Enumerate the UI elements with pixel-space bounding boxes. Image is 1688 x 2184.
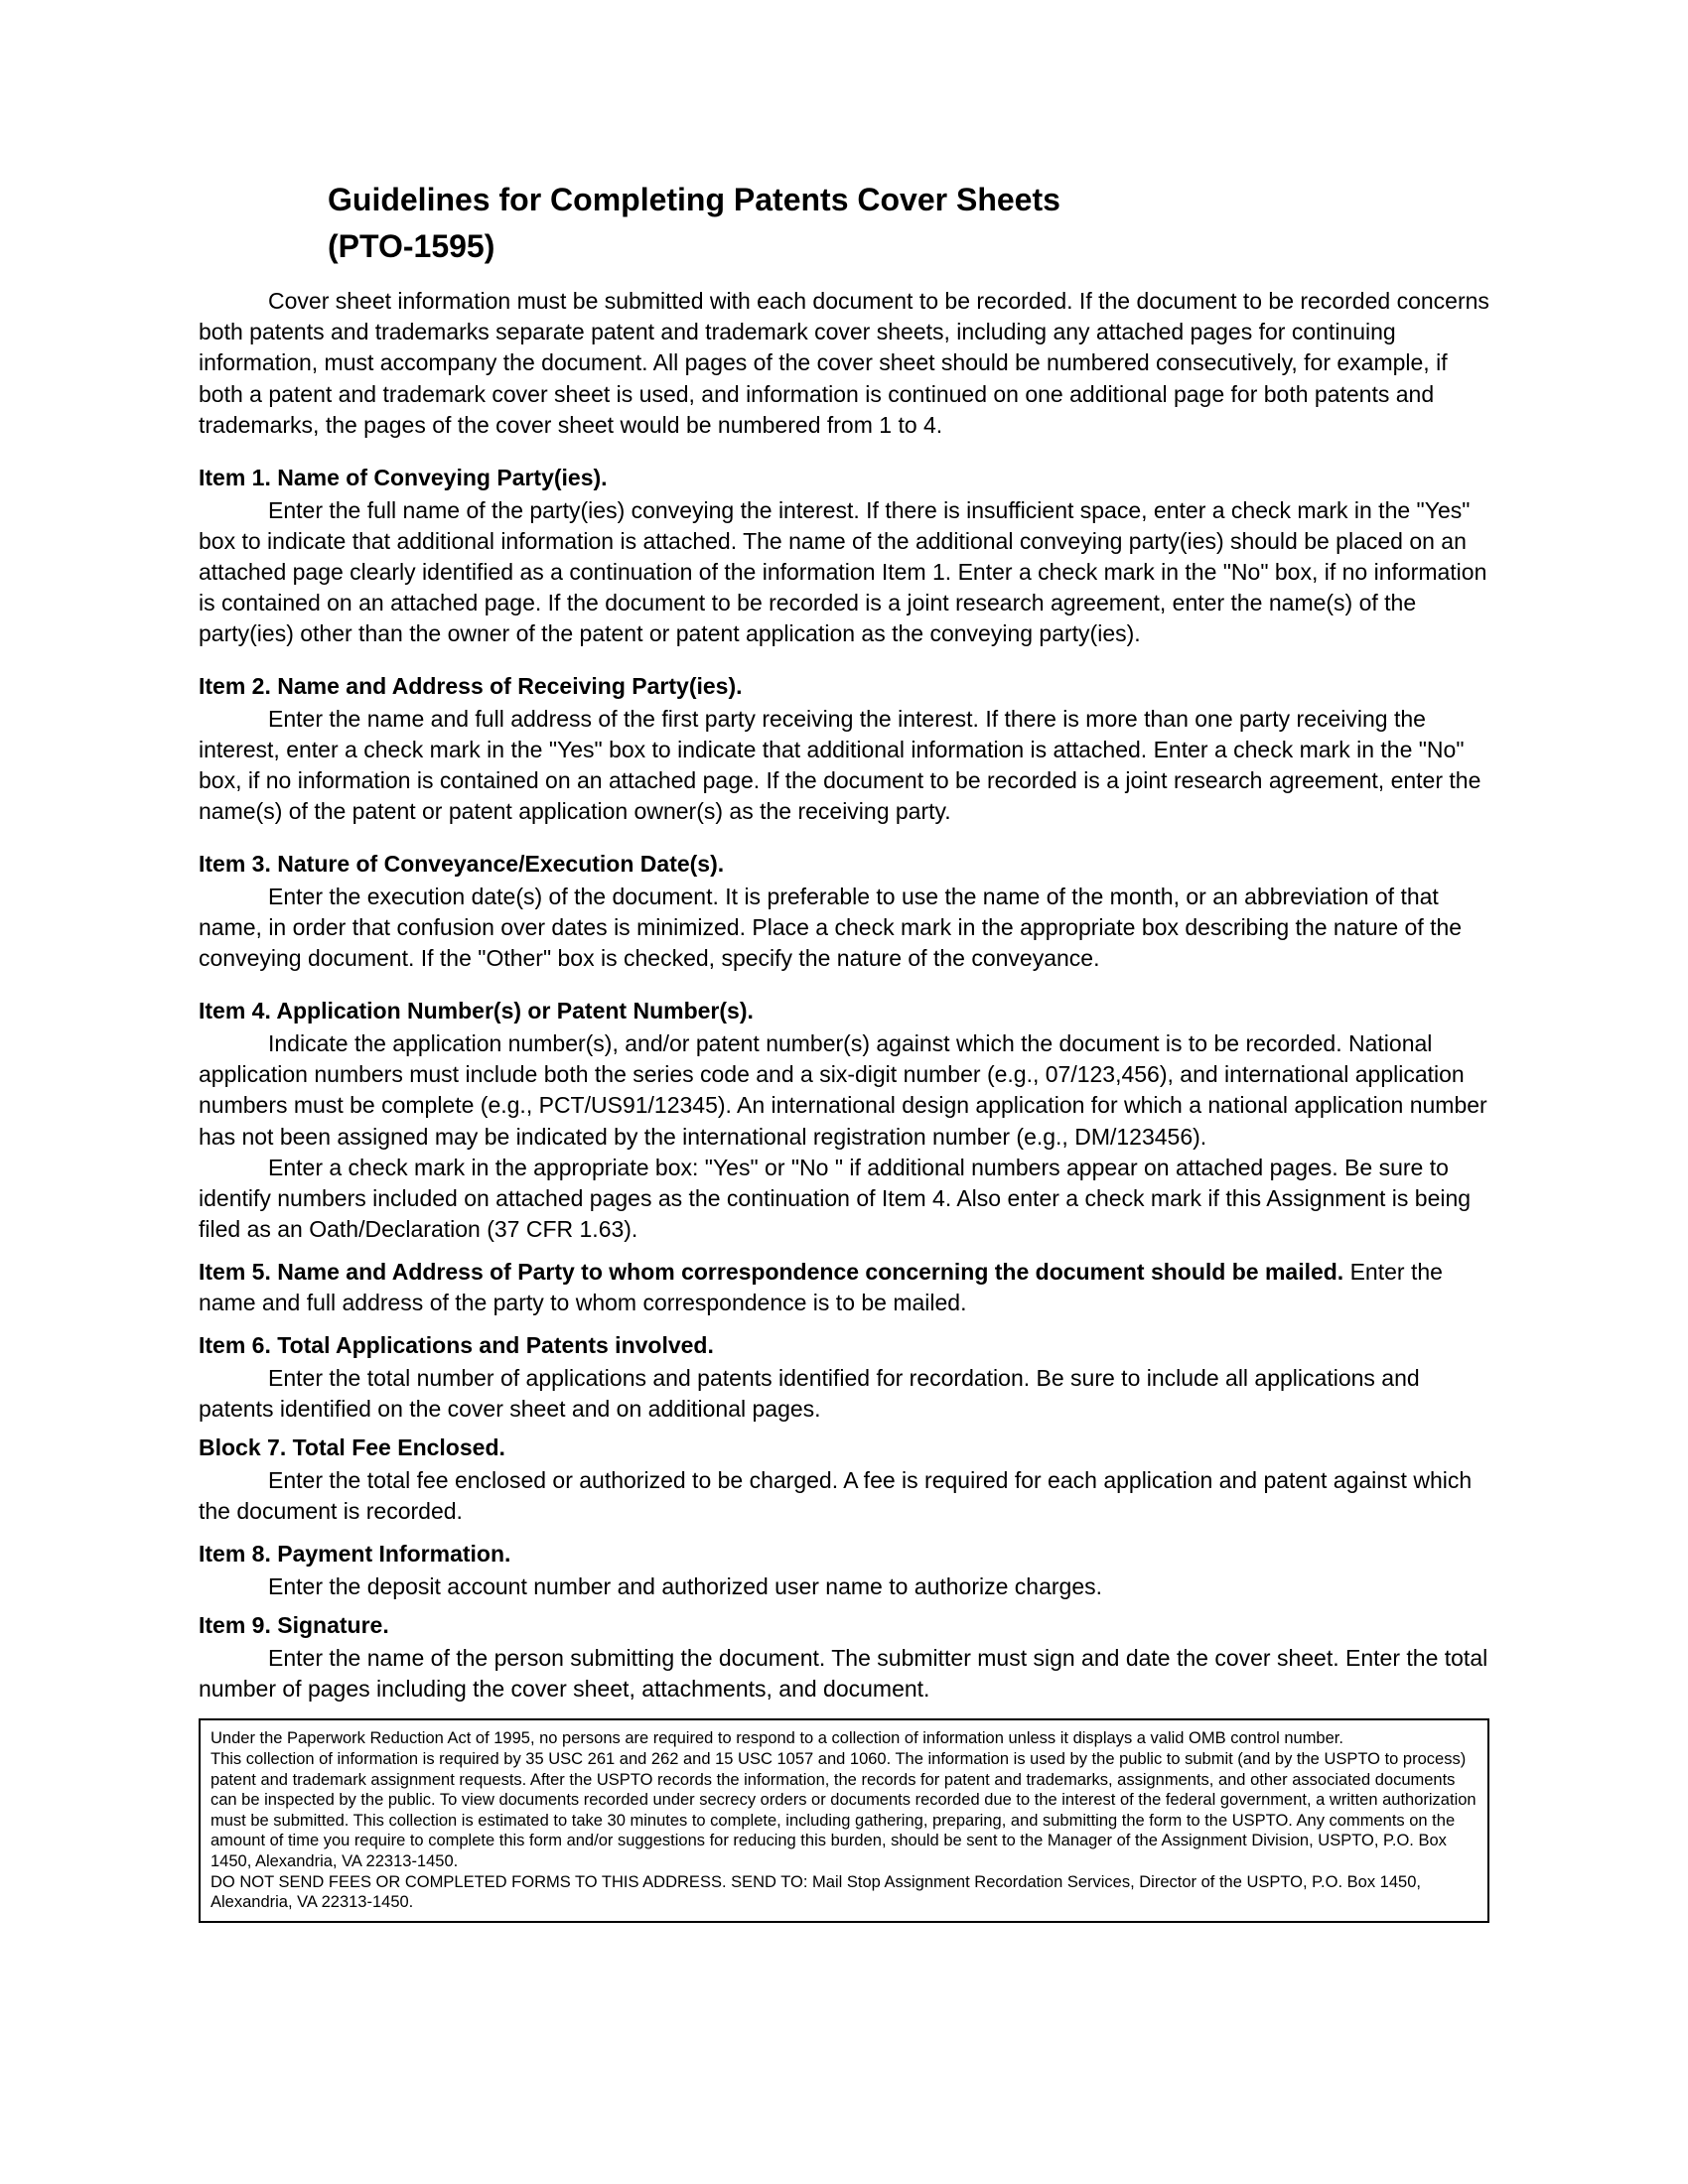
item-9: Item 9. Signature. Enter the name of the… (199, 1610, 1489, 1705)
block-7: Block 7. Total Fee Enclosed. Enter the t… (199, 1433, 1489, 1527)
item-2: Item 2. Name and Address of Receiving Pa… (199, 671, 1489, 827)
document-title-line1: Guidelines for Completing Patents Cover … (328, 179, 1489, 221)
notice-p3: DO NOT SEND FEES OR COMPLETED FORMS TO T… (211, 1872, 1477, 1913)
document-title-line2: (PTO-1595) (328, 225, 1489, 268)
item-3-body: Enter the execution date(s) of the docum… (199, 882, 1489, 974)
item-9-body: Enter the name of the person submitting … (199, 1643, 1489, 1705)
item-8-heading: Item 8. Payment Information. (199, 1539, 1489, 1570)
item-5-heading: Item 5. Name and Address of Party to who… (199, 1259, 1343, 1285)
paperwork-notice: Under the Paperwork Reduction Act of 199… (199, 1718, 1489, 1923)
item-1: Item 1. Name of Conveying Party(ies). En… (199, 463, 1489, 649)
item-4-body2: Enter a check mark in the appropriate bo… (199, 1153, 1489, 1245)
item-6-body: Enter the total number of applications a… (199, 1363, 1489, 1425)
item-8: Item 8. Payment Information. Enter the d… (199, 1539, 1489, 1602)
item-5: Item 5. Name and Address of Party to who… (199, 1257, 1489, 1318)
intro-paragraph: Cover sheet information must be submitte… (199, 286, 1489, 440)
item-6-heading: Item 6. Total Applications and Patents i… (199, 1330, 1489, 1361)
item-4-body1: Indicate the application number(s), and/… (199, 1028, 1489, 1152)
item-3-heading: Item 3. Nature of Conveyance/Execution D… (199, 849, 1489, 880)
notice-p2: This collection of information is requir… (211, 1749, 1477, 1872)
notice-p1: Under the Paperwork Reduction Act of 199… (211, 1728, 1477, 1749)
item-1-body: Enter the full name of the party(ies) co… (199, 495, 1489, 649)
item-8-body: Enter the deposit account number and aut… (199, 1571, 1489, 1602)
item-1-heading: Item 1. Name of Conveying Party(ies). (199, 463, 1489, 493)
item-2-body: Enter the name and full address of the f… (199, 704, 1489, 827)
block-7-body: Enter the total fee enclosed or authoriz… (199, 1465, 1489, 1527)
item-6: Item 6. Total Applications and Patents i… (199, 1330, 1489, 1425)
item-4-heading: Item 4. Application Number(s) or Patent … (199, 996, 1489, 1026)
item-2-heading: Item 2. Name and Address of Receiving Pa… (199, 671, 1489, 702)
block-7-heading: Block 7. Total Fee Enclosed. (199, 1433, 1489, 1463)
item-4: Item 4. Application Number(s) or Patent … (199, 996, 1489, 1244)
item-9-heading: Item 9. Signature. (199, 1610, 1489, 1641)
item-5-para: Item 5. Name and Address of Party to who… (199, 1257, 1489, 1318)
item-3: Item 3. Nature of Conveyance/Execution D… (199, 849, 1489, 974)
